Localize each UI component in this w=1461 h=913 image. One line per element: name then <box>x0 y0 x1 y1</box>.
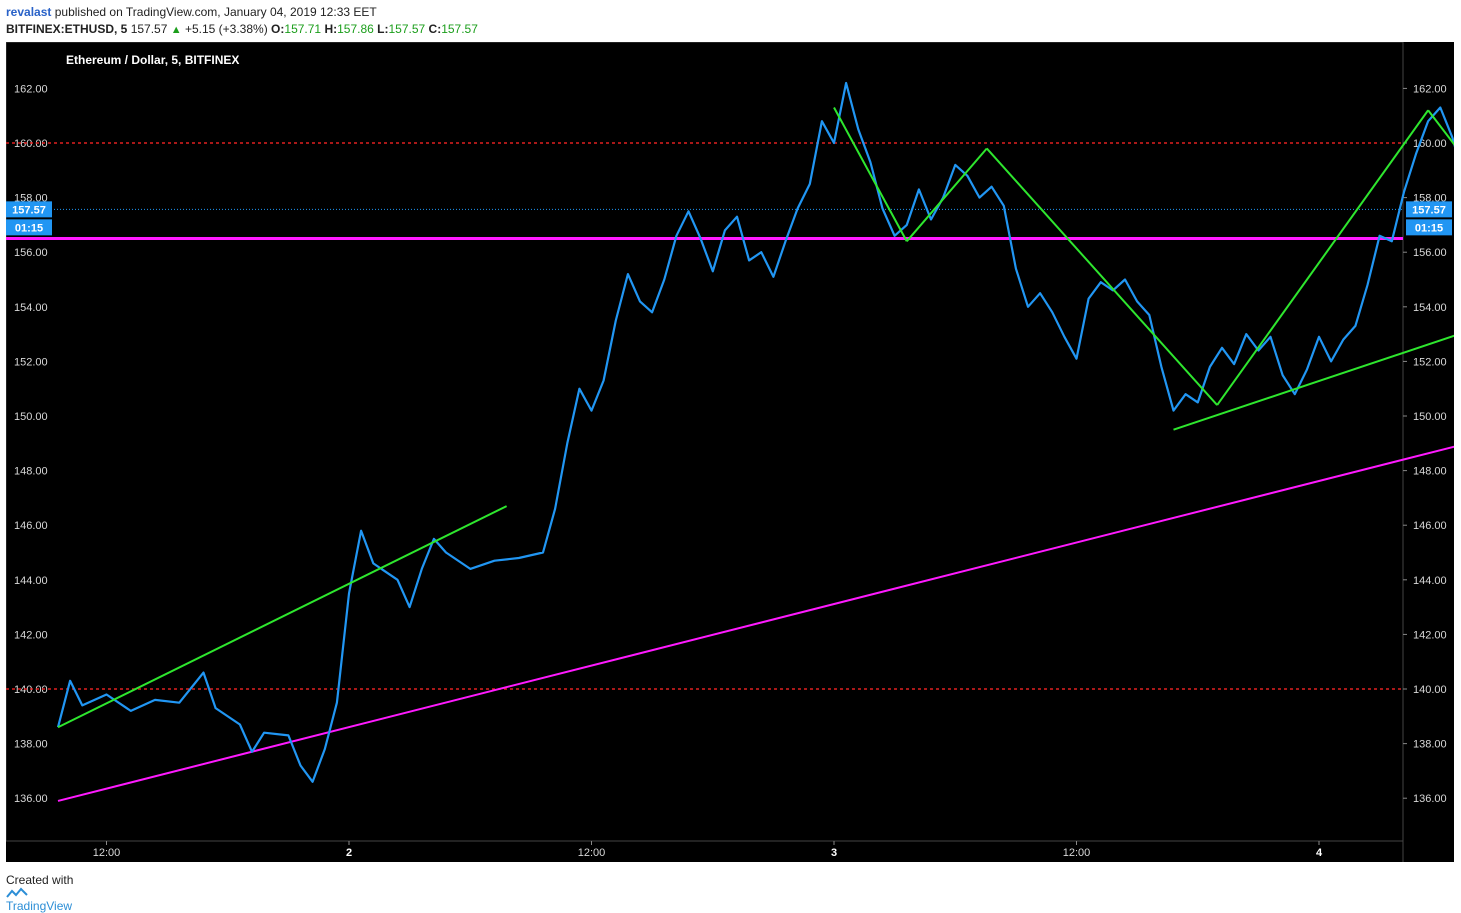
y-tick-label-left: 144.00 <box>14 575 48 587</box>
high-label: H: <box>324 22 338 36</box>
change-value: +5.15 (+3.38%) <box>184 22 268 36</box>
plot-area <box>6 42 1404 842</box>
countdown-badge-left-bg <box>6 219 52 236</box>
open-value: 157.71 <box>284 22 322 36</box>
y-tick-label-left: 150.00 <box>14 411 48 423</box>
published-text: published on TradingView.com, January 04… <box>54 5 377 19</box>
chart-title: Ethereum / Dollar, 5, BITFINEX <box>66 53 239 67</box>
green-trend-line <box>1216 109 1429 406</box>
y-tick-label-right: 136.00 <box>1413 793 1447 805</box>
green-trend-line <box>57 505 508 729</box>
y-tick-label-right: 150.00 <box>1413 411 1447 423</box>
y-tick-label-left: 160.00 <box>14 138 48 150</box>
x-tick-label: 12:00 <box>1063 847 1091 859</box>
countdown-badge-left: 01:15 <box>15 222 43 234</box>
last-price-badge-right-bg <box>1406 201 1452 218</box>
created-with-text: Created with <box>6 873 74 887</box>
chart-canvas[interactable]: Ethereum / Dollar, 5, BITFINEX 136.00 136.… <box>6 42 1454 862</box>
symbol-info: BITFINEX:ETHUSD, 5 157.57 ▲ +5.15 (+3.38… <box>6 22 478 36</box>
low-value: 157.57 <box>388 22 426 36</box>
y-tick-label-right: 162.00 <box>1413 83 1447 95</box>
y-tick-label-right: 154.00 <box>1413 302 1447 314</box>
up-arrow-icon: ▲ <box>170 24 182 36</box>
last-price-badge-right: 157.57 <box>1412 204 1446 216</box>
countdown-badge-right-bg <box>1406 219 1452 236</box>
y-tick-label-right: 156.00 <box>1413 247 1447 259</box>
y-tick-label-left: 138.00 <box>14 739 48 751</box>
y-tick-label-right: 144.00 <box>1413 575 1447 587</box>
author-link[interactable]: revalast <box>6 5 52 19</box>
green-trend-line <box>1173 334 1454 431</box>
tradingview-link[interactable]: TradingView <box>6 899 73 913</box>
publish-info: revalast published on TradingView.com, J… <box>6 5 377 19</box>
y-tick-label-left: 156.00 <box>14 247 48 259</box>
last-price-badge-left: 157.57 <box>12 204 46 216</box>
countdown-badge-right: 01:15 <box>1415 222 1443 234</box>
y-tick-label-left: 136.00 <box>14 793 48 805</box>
magenta-trend-line <box>57 445 1454 802</box>
y-tick-label-left: 162.00 <box>14 83 48 95</box>
price-series-line <box>56 81 1454 783</box>
tradingview-logo-icon <box>6 887 73 899</box>
x-tick-label: 12:00 <box>578 847 606 859</box>
y-tick-label-left: 154.00 <box>14 302 48 314</box>
green-trend-line <box>905 147 988 242</box>
low-label: L: <box>377 22 389 36</box>
last-price-badge-left-bg <box>6 201 52 218</box>
y-tick-label-right: 146.00 <box>1413 520 1447 532</box>
open-label: O: <box>271 22 285 36</box>
y-tick-label-right: 142.00 <box>1413 629 1447 641</box>
y-tick-label-right: 152.00 <box>1413 356 1447 368</box>
y-tick-label-right: 140.00 <box>1413 684 1447 696</box>
y-tick-label-left: 148.00 <box>14 466 48 478</box>
close-value: 157.57 <box>441 22 478 36</box>
last-price: 157.57 <box>130 22 168 36</box>
price-chart[interactable]: Ethereum / Dollar, 5, BITFINEX 136.00 136.… <box>6 42 1454 862</box>
y-tick-label-right: 148.00 <box>1413 466 1447 478</box>
y-tick-label-left: 140.00 <box>14 684 48 696</box>
high-value: 157.86 <box>337 22 374 36</box>
symbol-label[interactable]: BITFINEX:ETHUSD, 5 <box>6 22 128 36</box>
y-tick-label-left: 146.00 <box>14 520 48 532</box>
y-tick-label-left: 142.00 <box>14 629 48 641</box>
green-trend-line <box>833 107 908 242</box>
green-trend-line <box>986 147 1218 406</box>
x-tick-label: 3 <box>831 847 837 859</box>
green-trend-line <box>1427 109 1454 146</box>
x-tick-label: 4 <box>1316 847 1323 859</box>
y-tick-label-right: 138.00 <box>1413 739 1447 751</box>
close-label: C: <box>428 22 442 36</box>
x-tick-label: 2 <box>346 847 352 859</box>
footer: Created with TradingView <box>6 873 73 913</box>
x-tick-label: 12:00 <box>93 847 121 859</box>
y-tick-label-left: 152.00 <box>14 356 48 368</box>
